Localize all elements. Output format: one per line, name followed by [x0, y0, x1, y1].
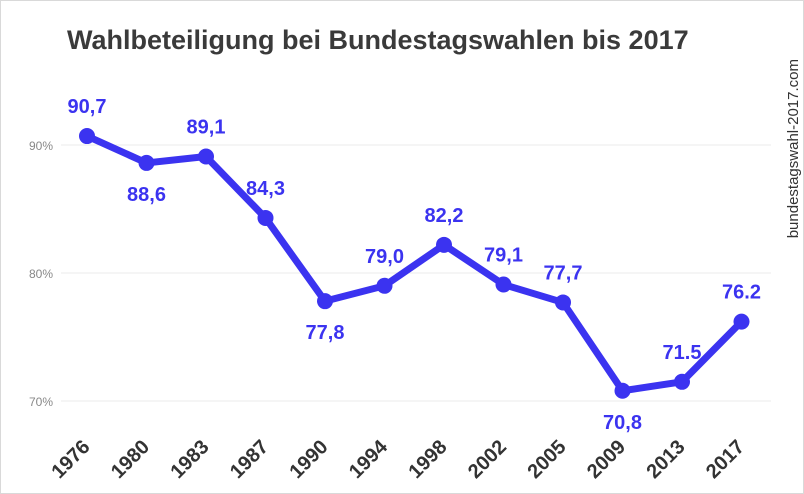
data-point — [436, 236, 452, 253]
data-point — [674, 373, 690, 390]
data-point — [198, 148, 214, 165]
series-line — [83, 132, 745, 395]
y-axis: 90% 80% 70% — [29, 139, 53, 409]
data-label: 77,8 — [306, 322, 345, 344]
x-tick-label: 2005 — [524, 436, 571, 483]
data-point — [257, 209, 274, 226]
data-label: 77,7 — [544, 262, 583, 284]
data-point — [555, 294, 571, 311]
data-point — [79, 128, 95, 145]
x-tick-label: 2013 — [643, 436, 690, 483]
data-label: 70,8 — [603, 412, 642, 434]
x-tick-label: 1990 — [286, 436, 333, 483]
data-point — [138, 154, 155, 171]
x-tick-label: 1976 — [48, 436, 95, 483]
data-point — [317, 293, 333, 310]
series: 90,7 88,6 89,1 84,3 77,8 79,0 82,2 79,1 77,7 70,8… — [68, 96, 761, 434]
data-point — [376, 277, 393, 294]
x-tick-label: 1983 — [167, 436, 214, 483]
data-label: 90,7 — [68, 96, 107, 118]
x-tick-label: 2009 — [583, 436, 630, 483]
data-label: 88,6 — [127, 184, 166, 206]
data-label: 79,0 — [365, 246, 404, 268]
data-point — [495, 276, 512, 293]
y-tick-label: 80% — [29, 267, 53, 281]
x-axis: 1976 1980 1983 1987 1990 1994 1998 2002 2005 2009… — [48, 435, 750, 483]
data-label: 79,1 — [484, 245, 523, 267]
x-tick-label: 1987 — [226, 436, 273, 483]
data-point — [614, 382, 631, 399]
x-tick-label: 1998 — [405, 436, 452, 483]
x-tick-label: 2017 — [702, 436, 749, 483]
y-tick-label: 70% — [29, 395, 53, 409]
data-label: 82,2 — [425, 205, 464, 227]
chart-title: Wahlbeteiligung bei Bundestagswahlen bis… — [67, 25, 689, 55]
data-label: 89,1 — [187, 117, 226, 139]
x-tick-label: 1980 — [107, 436, 154, 483]
data-label: 84,3 — [246, 178, 285, 200]
data-point — [733, 313, 750, 330]
data-label: 76.2 — [722, 282, 761, 304]
y-tick-label: 90% — [29, 139, 53, 153]
data-label: 71.5 — [663, 342, 702, 364]
grid-lines — [61, 144, 771, 402]
x-tick-label: 1994 — [345, 435, 393, 483]
x-tick-label: 2002 — [464, 436, 511, 483]
